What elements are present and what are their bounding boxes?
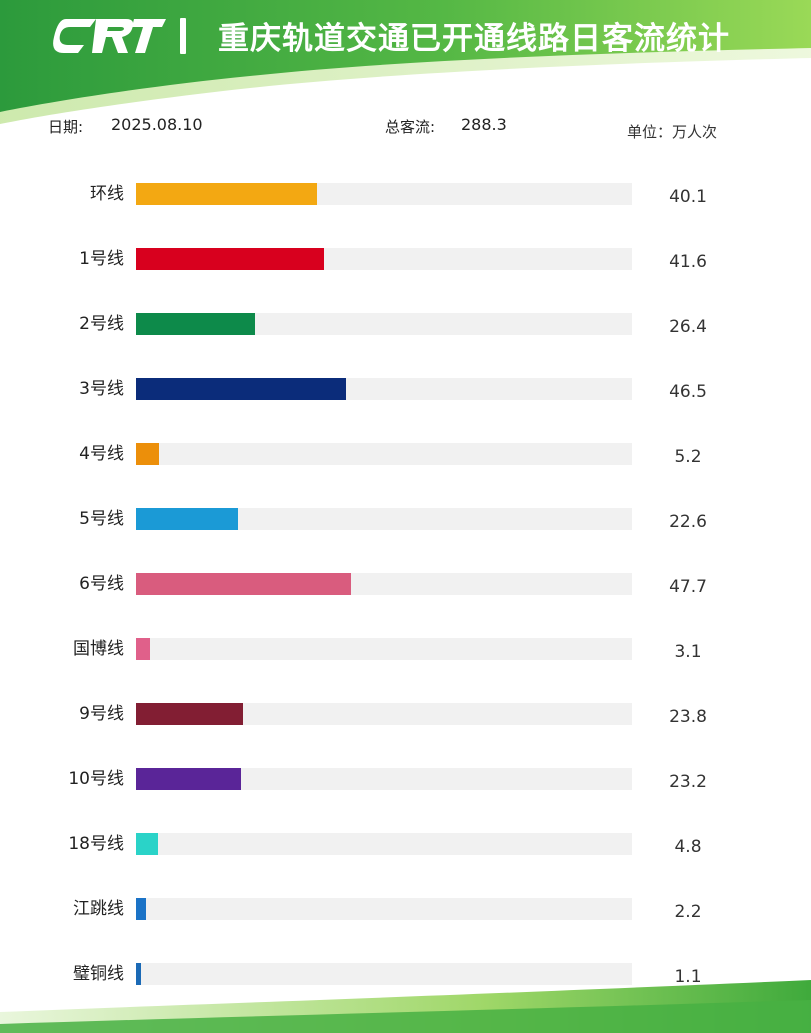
- bar: [136, 573, 352, 595]
- value-label: 23.2: [669, 772, 707, 792]
- bar-track: [136, 378, 632, 400]
- bar-track: [136, 573, 632, 595]
- value-label: 22.6: [669, 512, 707, 532]
- total-value: 288.3: [461, 115, 507, 134]
- category-label: 璧铜线: [73, 964, 124, 984]
- value-label: 41.6: [669, 252, 707, 272]
- bar: [136, 508, 238, 530]
- value-label: 2.2: [674, 902, 702, 922]
- value-label: 1.1: [674, 967, 702, 987]
- value-label: 5.2: [674, 447, 702, 467]
- category-label: 环线: [90, 184, 124, 204]
- bar: [136, 703, 244, 725]
- bar: [136, 443, 160, 465]
- category-label: 6号线: [79, 574, 124, 594]
- category-label: 5号线: [79, 509, 124, 529]
- bar-track: [136, 508, 632, 530]
- category-label: 18号线: [68, 834, 124, 854]
- footer-banner: [0, 980, 811, 1033]
- category-label: 10号线: [68, 769, 124, 789]
- value-label: 3.1: [674, 642, 702, 662]
- header-banner: [0, 0, 811, 124]
- total-label: 总客流:: [385, 118, 436, 136]
- category-label: 1号线: [79, 249, 124, 269]
- page-title: 重庆轨道交通已开通线路日客流统计: [218, 21, 730, 57]
- value-label: 46.5: [669, 382, 707, 402]
- bar: [136, 768, 241, 790]
- bar-track: [136, 963, 632, 985]
- category-label: 9号线: [79, 704, 124, 724]
- bar-track: [136, 443, 632, 465]
- value-label: 26.4: [669, 317, 707, 337]
- category-label: 国博线: [73, 639, 124, 659]
- bar: [136, 963, 141, 985]
- value-label: 40.1: [669, 187, 707, 207]
- bar-track: [136, 183, 632, 205]
- category-label: 3号线: [79, 379, 124, 399]
- bar-track: [136, 313, 632, 335]
- bar: [136, 313, 256, 335]
- bar: [136, 378, 346, 400]
- bar-track: [136, 833, 632, 855]
- value-label: 23.8: [669, 707, 707, 727]
- crt-logo-icon: [53, 19, 166, 53]
- category-label: 4号线: [79, 444, 124, 464]
- date-value: 2025.08.10: [111, 115, 203, 134]
- date-label: 日期:: [48, 118, 84, 136]
- bar-track: [136, 898, 632, 920]
- bar: [136, 833, 158, 855]
- title-separator: [180, 18, 186, 54]
- bar: [136, 638, 150, 660]
- category-label: 江跳线: [73, 899, 124, 919]
- bar-track: [136, 768, 632, 790]
- bar: [136, 183, 317, 205]
- category-label: 2号线: [79, 314, 124, 334]
- unit-label: 单位：万人次: [627, 123, 718, 141]
- value-label: 4.8: [674, 837, 702, 857]
- bar: [136, 248, 324, 270]
- bar-track: [136, 703, 632, 725]
- bar-track: [136, 248, 632, 270]
- bar-track: [136, 638, 632, 660]
- bar: [136, 898, 146, 920]
- value-label: 47.7: [669, 577, 707, 597]
